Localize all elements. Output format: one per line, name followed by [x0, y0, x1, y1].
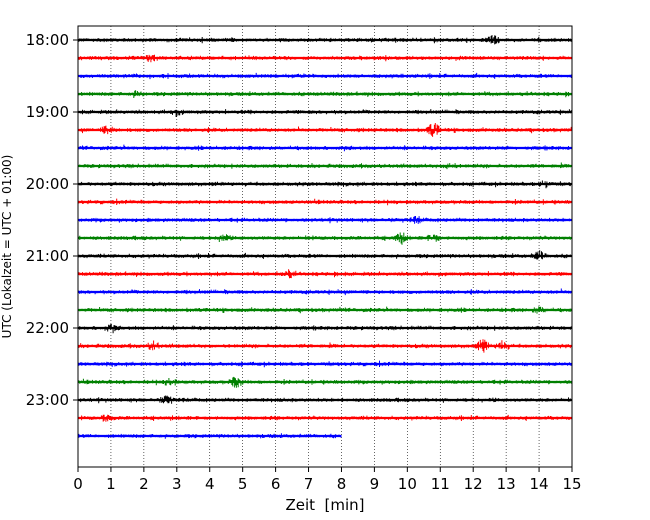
x-axis-label: Zeit [min] — [285, 496, 364, 514]
x-tick-label: 5 — [238, 475, 248, 493]
x-tick-label: 1 — [106, 475, 116, 493]
y-axis-label: UTC (Lokalzeit = UTC + 01:00) — [0, 155, 14, 339]
x-tick-label: 2 — [139, 475, 149, 493]
seismogram-traces — [77, 35, 572, 439]
y-tick-label: 18:00 — [26, 31, 69, 49]
x-tick-label: 4 — [205, 475, 215, 493]
x-tick-label: 12 — [464, 475, 483, 493]
trace-19:00 — [77, 109, 572, 117]
y-tick-label: 19:00 — [26, 103, 69, 121]
x-tick-label: 7 — [304, 475, 314, 493]
x-tick-label: 14 — [530, 475, 549, 493]
y-tick-label: 22:00 — [26, 319, 69, 337]
x-tick-label: 6 — [271, 475, 281, 493]
x-tick-label: 8 — [337, 475, 347, 493]
y-tick-label: 23:00 — [26, 391, 69, 409]
x-tick-label: 0 — [73, 475, 83, 493]
x-tick-label: 11 — [431, 475, 450, 493]
x-tick-label: 10 — [398, 475, 417, 493]
x-tick-label: 9 — [370, 475, 380, 493]
x-tick-label: 3 — [172, 475, 182, 493]
trace-19:45 — [77, 162, 572, 170]
trace-21:15 — [77, 269, 572, 279]
y-tick-label: 20:00 — [26, 175, 69, 193]
plot-frame — [77, 25, 573, 468]
x-axis-ticks: 0 1 2 3 4 5 6 7 8 9 10 11 12 13 14 15 — [73, 467, 582, 493]
y-tick-label: 21:00 — [26, 247, 69, 265]
y-axis-ticks: 18:00 19:00 20:00 21:00 22:00 23:00 — [26, 31, 78, 409]
trace-23:15 — [77, 414, 572, 422]
x-tick-label: 15 — [562, 475, 581, 493]
x-tick-label: 13 — [497, 475, 516, 493]
